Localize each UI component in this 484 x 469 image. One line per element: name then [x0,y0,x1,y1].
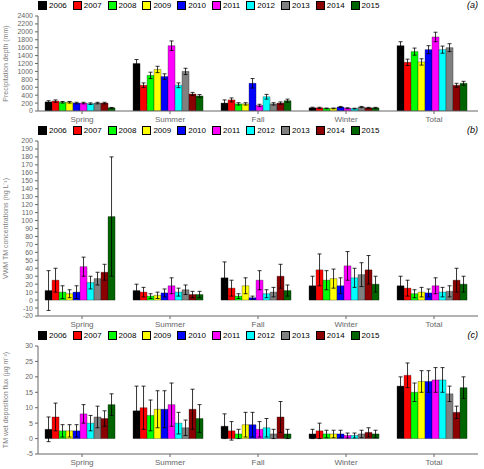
html-text:2014: 2014 [326,1,345,10]
svg-text:140: 140 [21,185,33,192]
svg-text:-5: -5 [27,450,33,457]
html-text:2008: 2008 [118,331,137,340]
svg-text:190: 190 [21,145,33,152]
svg-text:50: 50 [25,257,33,264]
svg-text:Winter: Winter [334,320,357,329]
svg-text:150: 150 [21,177,33,184]
svg-text:Total: Total [426,115,443,124]
svg-text:Spring: Spring [70,320,93,329]
svg-text:0: 0 [29,435,33,442]
html-text:2015: 2015 [361,331,380,340]
svg-text:100: 100 [21,217,33,224]
html-text:2008: 2008 [118,126,137,135]
svg-text:60: 60 [25,249,33,256]
svg-text:Total: Total [426,320,443,329]
svg-text:110: 110 [22,209,33,216]
svg-text:Spring: Spring [70,458,93,467]
html-text:2011: 2011 [223,1,241,10]
svg-text:2200: 2200 [17,20,33,27]
svg-text:2000: 2000 [17,28,33,35]
html-text:2007: 2007 [83,331,102,340]
svg-text:15: 15 [25,389,33,396]
svg-text:Fall: Fall [252,458,265,467]
svg-text:120: 120 [21,201,33,208]
svg-text:90: 90 [25,225,33,232]
svg-text:180: 180 [21,153,33,160]
svg-text:200: 200 [21,137,33,144]
html-text:2007: 2007 [83,126,102,135]
html-text:2013: 2013 [292,1,310,10]
html-text:2012: 2012 [257,331,275,340]
svg-text:VWM TM concentrations (ng L⁻¹): VWM TM concentrations (ng L⁻¹) [2,178,10,279]
html-text:(a): (a) [467,0,478,10]
html-text:2012: 2012 [257,1,275,10]
html-text:2007: 2007 [83,1,102,10]
svg-text:1600: 1600 [17,44,33,51]
svg-text:-10: -10 [23,305,33,312]
svg-text:Summer: Summer [155,320,186,329]
html-text:2010: 2010 [188,126,206,135]
svg-text:2400: 2400 [17,12,33,19]
svg-text:25: 25 [25,358,33,365]
svg-text:20: 20 [25,281,33,288]
html-text:2011: 2011 [223,126,241,135]
svg-text:800: 800 [21,76,33,83]
svg-text:20: 20 [25,373,33,380]
svg-text:130: 130 [21,193,33,200]
svg-text:30: 30 [25,342,33,349]
html-text:2008: 2008 [118,1,137,10]
svg-text:1200: 1200 [17,60,33,67]
html-text:2013: 2013 [292,331,310,340]
html-text:2010: 2010 [188,1,206,10]
svg-text:10: 10 [25,404,33,411]
svg-text:600: 600 [21,84,33,91]
html-text:2009: 2009 [153,331,172,340]
svg-text:Spring: Spring [70,115,93,124]
html-text:2015: 2015 [361,126,380,135]
svg-text:1800: 1800 [17,36,33,43]
svg-text:Precipitation depth (mm): Precipitation depth (mm) [2,25,10,101]
html-text:2010: 2010 [188,331,206,340]
svg-text:Fall: Fall [252,115,265,124]
svg-text:80: 80 [25,233,33,240]
svg-text:Summer: Summer [155,115,186,124]
html-text:2014: 2014 [326,331,345,340]
svg-text:-20: -20 [23,312,33,319]
svg-text:0: 0 [29,107,33,114]
html-text:2015: 2015 [361,1,380,10]
svg-text:400: 400 [21,92,33,99]
svg-text:Winter: Winter [334,458,357,467]
html-text:2014: 2014 [326,126,345,135]
html-text:(c): (c) [467,330,478,340]
svg-text:Fall: Fall [252,320,265,329]
html-text:2009: 2009 [153,1,172,10]
html-text:2013: 2013 [292,126,310,135]
svg-text:70: 70 [25,241,33,248]
svg-text:Total: Total [426,458,443,467]
svg-text:10: 10 [25,289,33,296]
svg-text:40: 40 [25,265,33,272]
html-text:2006: 2006 [49,1,67,10]
svg-text:0: 0 [29,297,33,304]
svg-text:Winter: Winter [334,115,357,124]
svg-text:1400: 1400 [17,52,33,59]
svg-text:170: 170 [21,161,33,168]
svg-text:200: 200 [21,100,33,107]
html-text:2012: 2012 [257,126,275,135]
svg-text:TM wet deposition flux (µg m⁻²: TM wet deposition flux (µg m⁻²) [2,352,10,448]
svg-text:5: 5 [29,420,33,427]
svg-text:1000: 1000 [17,68,33,75]
html-text:2006: 2006 [49,126,67,135]
html-text:(b): (b) [467,125,478,135]
svg-text:160: 160 [21,169,33,176]
html-text:2011: 2011 [223,331,241,340]
html-text:2009: 2009 [153,126,172,135]
html-text:2006: 2006 [49,331,67,340]
svg-text:30: 30 [25,273,33,280]
svg-text:Summer: Summer [155,458,186,467]
